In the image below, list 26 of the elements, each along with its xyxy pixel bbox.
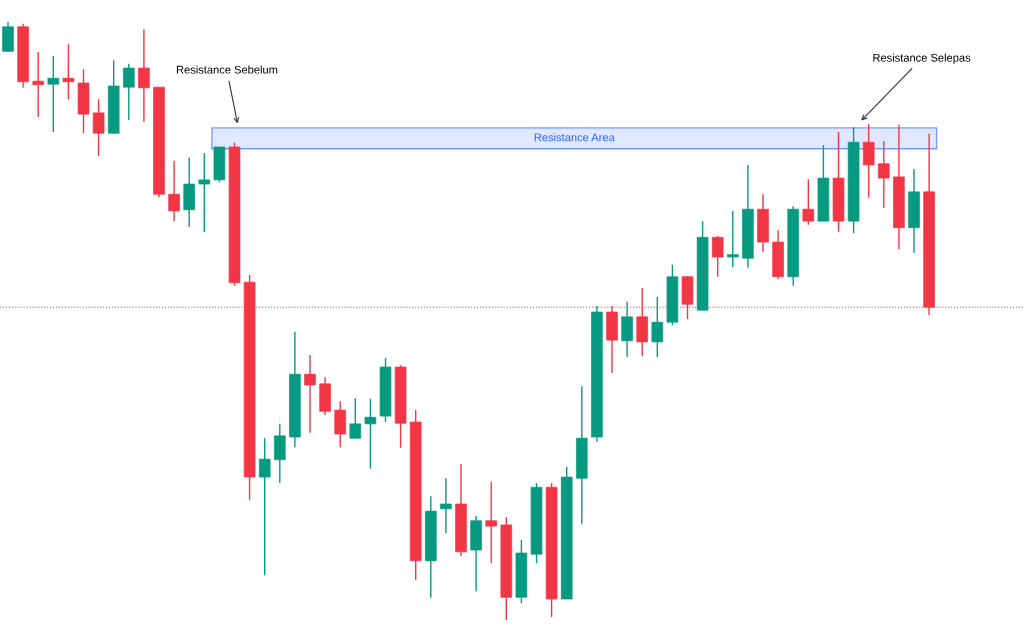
candlestick	[651, 296, 664, 358]
candlestick	[878, 140, 890, 209]
candlestick	[802, 178, 815, 226]
candlestick	[92, 98, 105, 157]
candlestick	[168, 160, 180, 222]
candlestick	[485, 481, 497, 564]
candlestick	[862, 123, 875, 199]
candlestick	[258, 437, 271, 576]
candlestick	[62, 43, 75, 100]
band-label: Resistance Area	[534, 133, 615, 142]
candlestick	[621, 301, 633, 358]
candlestick	[364, 398, 377, 470]
candlestick	[440, 477, 452, 534]
annotation: Resistance Sebelum	[176, 65, 278, 74]
candlestick	[47, 55, 60, 133]
candlestick	[198, 152, 211, 233]
annotation: Resistance Selepas	[873, 53, 971, 64]
candlestick	[138, 28, 150, 123]
candlestick	[727, 210, 739, 268]
candlestick	[32, 51, 44, 118]
candlestick	[304, 354, 316, 434]
candlestick	[123, 63, 135, 121]
candlestick	[349, 397, 362, 439]
candlestick	[711, 235, 724, 278]
candlestick	[274, 423, 286, 484]
candlestick	[334, 400, 346, 448]
